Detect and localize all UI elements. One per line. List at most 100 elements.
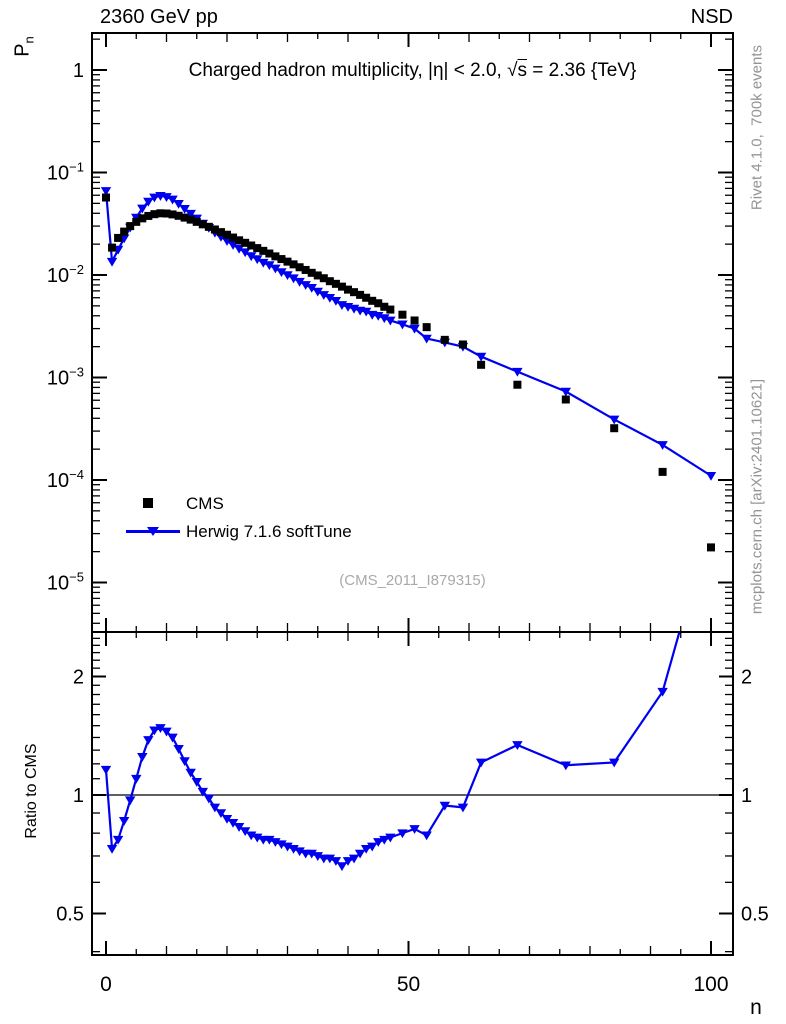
herwig-marker [246,252,257,262]
ratio-y-tick-label-right: 0.5 [741,904,769,926]
cms-marker [120,227,129,236]
ratio-marker [348,854,360,864]
legend-label-herwig: Herwig 7.1.6 softTune [186,522,352,541]
ratio-marker [100,765,112,775]
cms-marker [331,279,340,288]
cms-marker [210,225,219,234]
ratio-marker [131,774,142,784]
ratio-marker [609,758,620,768]
ratio-marker [373,838,384,847]
cms-marker [561,395,570,404]
ratio-marker [179,757,190,767]
ratio-marker [330,857,342,866]
ratio-marker [215,809,227,819]
cms-marker [374,299,383,308]
ratio-marker [137,753,148,762]
cms-marker [192,217,201,226]
ratio-marker [191,778,202,787]
ratio-marker [409,825,420,834]
cms-marker [277,255,286,264]
ratio-marker [342,857,354,866]
cms-marker [386,305,395,314]
ratio-marker [221,815,233,824]
cms-marker [283,257,292,266]
ratio-marker [336,862,348,872]
cms-marker [313,271,322,280]
main-y-tick-label: 10−4 [47,467,84,492]
herwig-marker [657,441,668,450]
herwig-marker [294,277,305,287]
ratio-marker [367,842,378,852]
herwig-marker [560,387,571,397]
herwig-marker [306,284,317,293]
ratio-marker [288,845,299,854]
ratio-marker [227,818,239,828]
ratio-marker [173,745,184,754]
cms-marker [259,246,268,255]
ratio-marker [512,741,523,750]
cms-marker [216,228,225,237]
cms-marker [223,230,231,239]
ratio-marker [379,835,390,845]
herwig-marker [475,352,487,362]
ratio-marker [239,827,251,837]
ratio-marker [143,736,154,745]
herwig-marker [167,195,178,205]
ratio-marker [197,787,208,797]
cms-marker [253,244,262,253]
ratio-marker [252,833,263,843]
ratio-y-tick-label-left: 2 [73,667,84,689]
cms-marker [356,290,365,299]
ratio-marker [354,849,366,859]
sqrt-symbol: √ [507,60,518,81]
ratio-marker [294,847,305,857]
main-y-tick-label: 10−1 [47,160,84,185]
herwig-marker [173,200,184,209]
main-y-tick-label: 10−2 [47,262,84,287]
sqrt-argument: s [517,60,528,81]
cms-marker [186,215,195,224]
ratio-marker [161,727,172,737]
cms-marker [144,211,153,220]
herwig-marker [282,271,293,280]
herwig-marker [324,293,336,303]
x-axis-title: n [750,996,762,1019]
cms-marker [380,302,389,311]
ratio-marker [312,852,323,861]
cms-marker [289,260,298,269]
herwig-marker [185,209,196,219]
herwig-marker [149,193,160,203]
herwig-marker [137,204,148,214]
ratio-marker [203,794,215,804]
cms-marker [477,360,486,369]
herwig-marker [106,257,118,267]
cms-marker [295,263,304,272]
herwig-marker [100,187,112,196]
ratio-marker [457,803,469,813]
cms-marker [513,380,522,389]
ratio-marker [106,845,118,854]
cms-marker [156,209,165,218]
herwig-marker [373,311,384,321]
herwig-marker [379,314,390,324]
ratio-marker [149,726,160,736]
cms-marker [126,222,135,231]
ratio-marker [185,768,196,778]
ratio-marker [118,816,130,826]
herwig-marker [609,415,620,425]
cms-marker [114,233,123,242]
herwig-marker [705,471,717,481]
main-panel-frame [91,32,734,633]
cms-marker [204,222,213,231]
cms-marker [337,282,346,291]
cms-marker [102,193,110,202]
rivet-version-note: Rivet 4.1.0, 700k events [748,44,766,211]
event-class-label: NSD [690,6,733,28]
main-y-axis-title: Pn [12,17,37,77]
cms-marker [610,424,619,433]
cms-marker [458,340,467,349]
ratio-y-axis-title: Ratio to CMS [23,743,40,839]
cms-marker [271,252,280,261]
plot-title: Charged hadron multiplicity, |η| < 2.0, … [92,60,733,82]
